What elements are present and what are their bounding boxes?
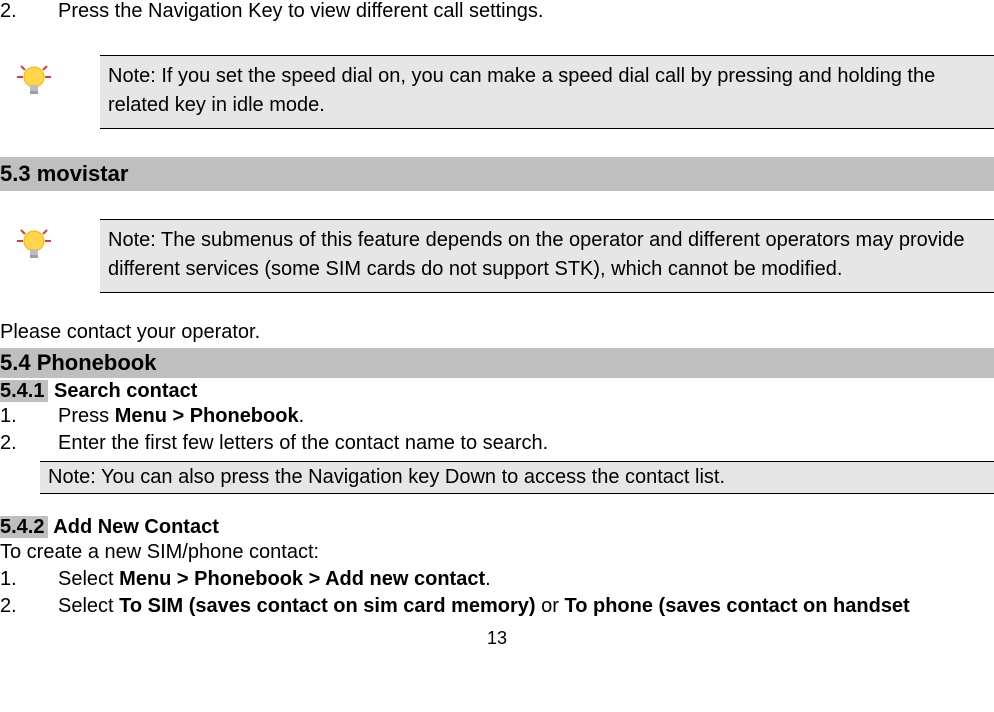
list-number: 1. (0, 568, 58, 591)
text-part: Select (58, 595, 119, 617)
list-text: Select To SIM (saves contact on sim card… (58, 595, 994, 618)
search-step-1: 1. Press Menu > Phonebook. (0, 405, 994, 432)
section-5-4-1-heading: 5.4.1 Search contact (0, 378, 994, 405)
text-part: . (299, 405, 305, 427)
list-number: 1. (0, 405, 58, 428)
list-number: 2. (0, 595, 58, 618)
page-container: 2. Press the Navigation Key to view diff… (0, 0, 994, 669)
list-text: Press Menu > Phonebook. (58, 405, 994, 428)
list-text: Press the Navigation Key to view differe… (58, 0, 994, 23)
list-number: 2. (0, 0, 58, 23)
spacer (0, 494, 994, 514)
lightbulb-icon (14, 225, 54, 265)
page-number: 13 (0, 622, 994, 649)
note-text: Note: If you set the speed dial on, you … (108, 65, 935, 116)
lightbulb-icon (14, 61, 54, 101)
add-step-1: 1. Select Menu > Phonebook > Add new con… (0, 568, 994, 595)
subsection-number: 5.4.1 (0, 380, 48, 402)
list-text: Enter the first few letters of the conta… (58, 432, 994, 455)
note-box: Note: If you set the speed dial on, you … (100, 55, 994, 129)
note-icon-wrap (0, 219, 100, 265)
note-icon-wrap (0, 55, 100, 101)
text-part: Press (58, 405, 115, 427)
section-5-3-heading: 5.3 movistar (0, 157, 994, 191)
list-text: Select Menu > Phonebook > Add new contac… (58, 568, 994, 591)
contact-operator-line: Please contact your operator. (0, 321, 994, 348)
add-contact-intro: To create a new SIM/phone contact: (0, 541, 994, 568)
note-text: Note: The submenus of this feature depen… (108, 229, 964, 280)
add-step-2: 2. Select To SIM (saves contact on sim c… (0, 595, 994, 622)
intro-step-2: 2. Press the Navigation Key to view diff… (0, 0, 994, 27)
text-bold: To phone (saves contact on handset (564, 595, 909, 617)
subsection-title: Search contact (48, 380, 197, 402)
note-movistar: Note: The submenus of this feature depen… (0, 219, 994, 293)
list-number: 2. (0, 432, 58, 455)
text-part: Select (58, 568, 119, 590)
subsection-title: Add New Contact (48, 516, 218, 538)
search-step-2: 2. Enter the first few letters of the co… (0, 432, 994, 459)
text-part: or (541, 595, 564, 617)
text-part: . (485, 568, 491, 590)
section-5-4-heading: 5.4 Phonebook (0, 348, 994, 378)
text-bold: To SIM (saves contact on sim card memory… (119, 595, 541, 617)
note-nav-down: Note: You can also press the Navigation … (40, 461, 994, 494)
subsection-number: 5.4.2 (0, 516, 48, 538)
note-box: Note: The submenus of this feature depen… (100, 219, 994, 293)
note-text: Note: You can also press the Navigation … (48, 466, 725, 488)
note-speed-dial: Note: If you set the speed dial on, you … (0, 55, 994, 129)
text-bold: Menu > Phonebook > Add new contact (119, 568, 485, 590)
section-5-4-2-heading: 5.4.2 Add New Contact (0, 514, 994, 541)
text-bold: Menu > Phonebook (115, 405, 299, 427)
